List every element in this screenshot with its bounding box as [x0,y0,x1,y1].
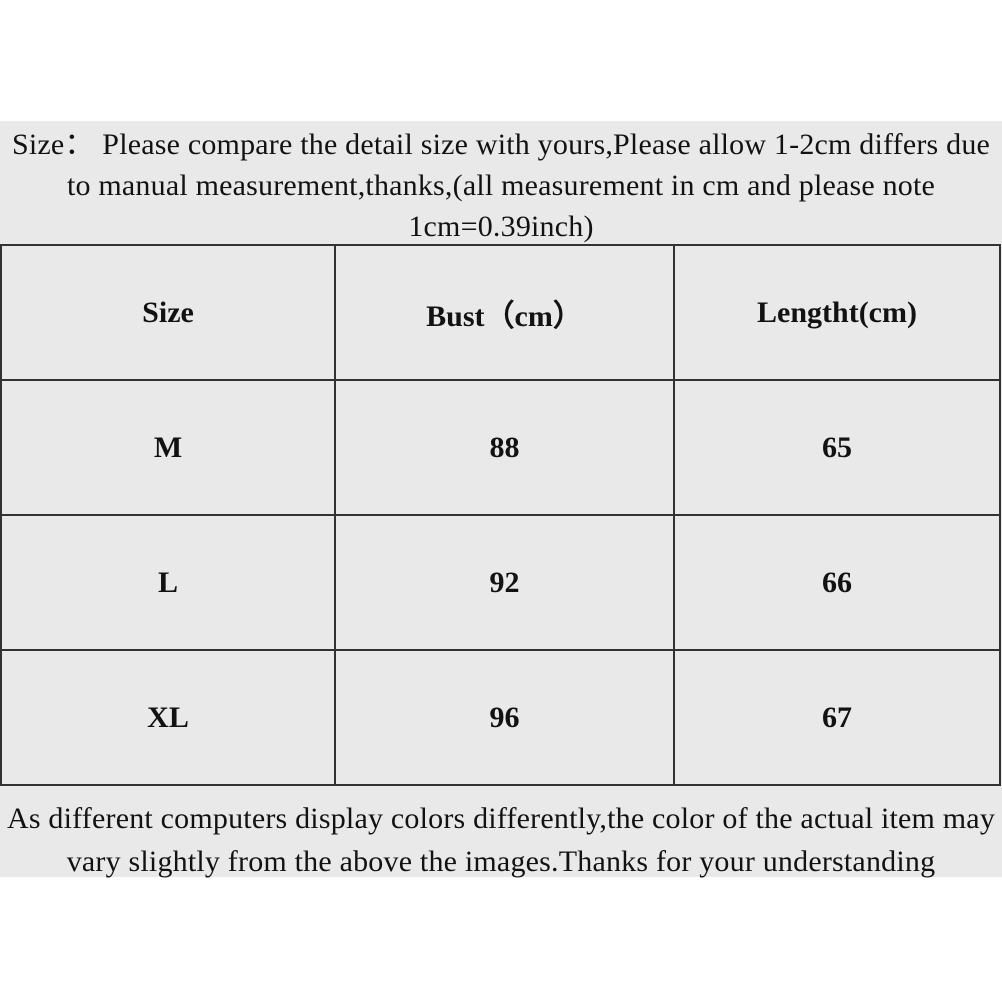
measurement-note-line-3: 1cm=0.39inch) [408,210,594,243]
color-disclaimer-note: As different computers display colors di… [0,797,1002,883]
cell-size-xl: XL [0,649,336,786]
color-disclaimer-line-2: vary slightly from the above the images.… [66,845,936,878]
column-header-length: Lengtht(cm) [673,244,1001,381]
cell-bust-m: 88 [334,379,675,516]
cell-size-m: M [0,379,336,516]
cell-length-m: 65 [673,379,1001,516]
table-header-row: Size Bust（cm） Lengtht(cm) [0,244,1001,381]
table-row-m: M 88 65 [0,379,1001,516]
color-disclaimer-line-1: As different computers display colors di… [6,802,996,835]
cell-length-xl: 67 [673,649,1001,786]
measurement-note-line-1: Size： Please compare the detail size wit… [11,128,991,161]
cell-bust-l: 92 [334,514,675,651]
measurement-note: Size： Please compare the detail size wit… [0,124,1002,247]
cell-bust-xl: 96 [334,649,675,786]
table-row-l: L 92 66 [0,514,1001,651]
table-row-xl: XL 96 67 [0,649,1001,786]
size-chart-table: Size Bust（cm） Lengtht(cm) M 88 65 L 92 6… [0,244,1001,786]
column-header-bust: Bust（cm） [334,244,675,381]
column-header-size: Size [0,244,336,381]
cell-length-l: 66 [673,514,1001,651]
measurement-note-line-2: to manual measurement,thanks,(all measur… [66,169,936,202]
cell-size-l: L [0,514,336,651]
